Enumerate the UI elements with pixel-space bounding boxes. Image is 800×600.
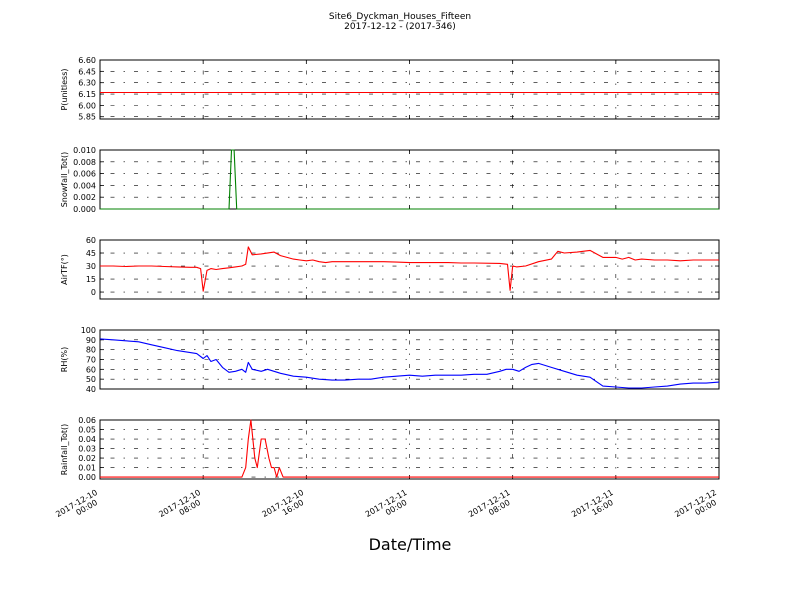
y-tick-label: 0.06 <box>78 416 96 425</box>
y-tick-label: 0.004 <box>73 181 96 190</box>
plot-frame <box>99 149 720 210</box>
y-tick-label: 60 <box>86 365 96 374</box>
y-tick-label: 15 <box>86 275 96 284</box>
x-axis-label: Date/Time <box>369 535 452 554</box>
y-tick-label: 90 <box>86 336 96 345</box>
y-tick-label: 30 <box>86 262 96 271</box>
subplot-2: 0.000 0.002 0.004 0.006 0.008 0.010 Snowfall_T… <box>60 146 720 214</box>
series-line <box>99 338 720 389</box>
y-tick-label: 0.03 <box>78 445 96 454</box>
y-tick-label: 0.02 <box>78 454 96 463</box>
y-axis-label: RH(%) <box>60 347 69 372</box>
figure-title-line1: Site6_Dyckman_Houses_Fifteen <box>329 12 471 22</box>
plot-frame <box>99 419 720 480</box>
plot-frame <box>99 59 720 120</box>
y-tick-label: 0.04 <box>78 435 96 444</box>
subplot-panels: 5.856.006.156.306.456.60P(unitless)0.000… <box>60 56 720 482</box>
y-tick-label: 6.30 <box>78 79 96 88</box>
y-tick-label: 5.85 <box>78 113 96 122</box>
series-line <box>100 149 719 210</box>
y-tick-label: 0.000 <box>73 205 96 214</box>
y-tick-label: 0 <box>91 288 96 297</box>
y-tick-label: 0.00 <box>78 473 96 482</box>
y-tick-label: 100 <box>81 326 96 335</box>
y-tick-label: 0.010 <box>73 146 96 155</box>
y-axis-label: Rainfall_Tot() <box>60 424 69 476</box>
series-line <box>100 246 719 292</box>
y-tick-label: 80 <box>86 346 96 355</box>
subplot-5: 0.000.010.020.030.040.050.06 Rainfall_Tot… <box>60 416 720 482</box>
y-tick-label: 0.008 <box>73 158 96 167</box>
y-axis-label: AirTF(°) <box>60 254 69 285</box>
plot-frame <box>99 239 720 300</box>
y-tick-label: 0.01 <box>78 464 96 473</box>
y-tick-label: 70 <box>86 356 96 365</box>
y-tick-label: 6.60 <box>78 56 96 65</box>
y-tick-label: 50 <box>86 375 96 384</box>
y-axis-label: P(unitless) <box>60 68 69 110</box>
subplot-3: 0 15 30 45 60 AirTF(°) <box>60 236 720 300</box>
y-tick-label: 60 <box>86 236 96 245</box>
figure-title-line2: 2017-12-12 - (2017-346) <box>344 22 456 32</box>
y-tick-label: 0.05 <box>78 426 96 435</box>
y-tick-label: 0.006 <box>73 170 96 179</box>
y-tick-label: 45 <box>86 249 96 258</box>
series-line <box>100 419 719 478</box>
y-tick-label: 6.45 <box>78 67 96 76</box>
subplot-1: 5.85 6.00 6.15 6.30 6.45 6.60 P(unitless) <box>60 56 720 122</box>
y-axis-label: Snowfall_Tot() <box>60 152 69 208</box>
y-tick-label: 6.00 <box>78 101 96 110</box>
y-tick-label: 40 <box>86 385 96 394</box>
y-tick-label: 6.15 <box>78 90 96 99</box>
y-tick-label: 0.002 <box>73 193 96 202</box>
plot-frame <box>99 329 720 390</box>
